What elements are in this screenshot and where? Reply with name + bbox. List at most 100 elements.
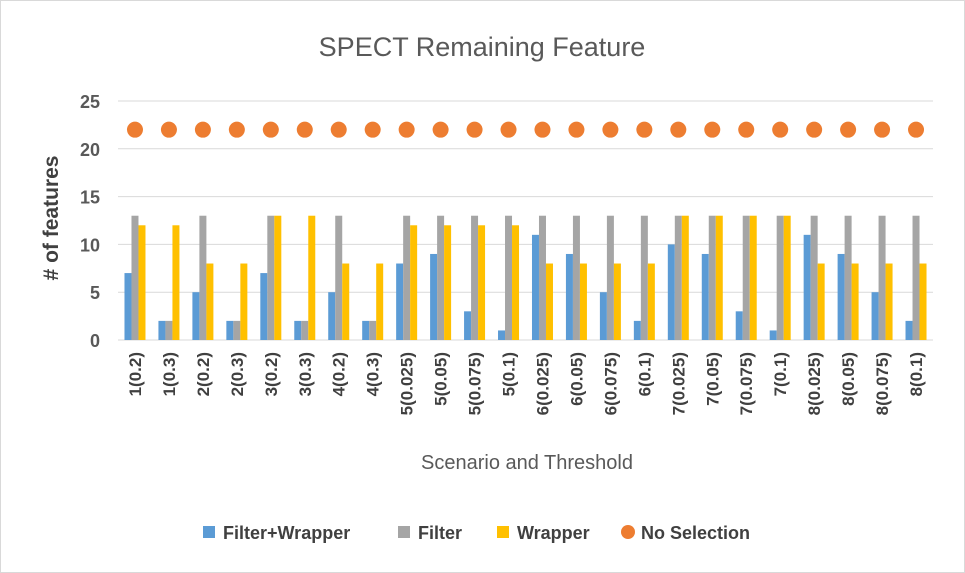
x-tick-label: 5(0.025): [398, 352, 417, 415]
bar-wrapper: [783, 215, 791, 340]
bar-filter-wrapper: [260, 273, 268, 340]
x-tick-label: 3(0.2): [262, 352, 281, 396]
bar-filter: [572, 215, 580, 340]
bar-filter-wrapper: [362, 320, 370, 340]
no-selection-marker: [398, 121, 415, 138]
x-tick-label: 8(0.075): [873, 352, 892, 415]
x-tick-label: 8(0.1): [907, 352, 926, 396]
bar-wrapper: [206, 263, 214, 340]
bar-filter: [606, 215, 614, 340]
no-selection-marker: [874, 121, 891, 138]
bar-wrapper: [342, 263, 350, 340]
bar-filter-wrapper: [328, 292, 336, 340]
bar-filter-wrapper: [396, 263, 404, 340]
no-selection-marker: [228, 121, 245, 138]
x-tick-label: 1(0.3): [160, 352, 179, 396]
bar-wrapper: [274, 215, 282, 340]
bar-filter-wrapper: [498, 330, 506, 340]
x-tick-label: 6(0.1): [635, 352, 654, 396]
legend-label: No Selection: [641, 523, 750, 543]
x-tick-labels: 1(0.2) 1(0.3) 2(0.2) 2(0.3) 3(0.2) 3(0.3) 4(0.…: [126, 352, 926, 415]
bar-wrapper: [172, 225, 180, 340]
bar-filter: [844, 215, 852, 340]
no-selection-markers: [126, 121, 925, 138]
x-tick-label: 7(0.075): [737, 352, 756, 415]
bar-wrapper: [851, 263, 859, 340]
bar-filter-wrapper: [735, 311, 743, 340]
x-tick-label: 2(0.2): [194, 352, 213, 396]
x-tick-label: 7(0.1): [771, 352, 790, 396]
x-tick-label: 5(0.1): [500, 352, 519, 396]
bar-filter: [878, 215, 886, 340]
x-tick-label: 4(0.3): [364, 352, 383, 396]
bar-filter-wrapper: [192, 292, 200, 340]
legend: Filter+Wrapper Filter Wrapper No Selection: [203, 523, 750, 543]
bar-filter: [471, 215, 479, 340]
bar-filter-wrapper: [905, 320, 913, 340]
bar-filter-wrapper: [294, 320, 302, 340]
bar-filter: [369, 320, 377, 340]
bar-filter: [776, 215, 784, 340]
x-tick-label: 2(0.3): [228, 352, 247, 396]
no-selection-marker: [738, 121, 755, 138]
x-tick-label: 7(0.025): [669, 352, 688, 415]
bar-wrapper: [681, 215, 689, 340]
y-tick-label: 20: [80, 140, 100, 160]
x-tick-label: 7(0.05): [703, 352, 722, 406]
chart-title: SPECT Remaining Feature: [319, 32, 646, 62]
bar-wrapper: [512, 225, 520, 340]
x-tick-label: 6(0.025): [533, 352, 552, 415]
y-tick-labels: 0 5 10 15 20 25: [80, 92, 100, 351]
bar-filter-wrapper: [871, 292, 879, 340]
y-tick-label: 10: [80, 235, 100, 255]
bar-filter-wrapper: [803, 234, 811, 340]
no-selection-marker: [330, 121, 347, 138]
legend-swatch: [497, 526, 509, 538]
x-tick-label: 8(0.05): [839, 352, 858, 406]
legend-label: Filter+Wrapper: [223, 523, 350, 543]
bar-wrapper: [545, 263, 553, 340]
bar-filter-wrapper: [599, 292, 607, 340]
bar-filter: [708, 215, 716, 340]
x-tick-label: 6(0.075): [601, 352, 620, 415]
legend-swatch: [621, 525, 635, 539]
no-selection-marker: [806, 121, 823, 138]
bar-wrapper: [749, 215, 757, 340]
bar-filter: [437, 215, 445, 340]
bar-filter-wrapper: [430, 253, 438, 340]
no-selection-marker: [364, 121, 381, 138]
bar-filter-wrapper: [633, 320, 641, 340]
no-selection-marker: [534, 121, 551, 138]
bar-filter-wrapper: [158, 320, 166, 340]
y-tick-label: 0: [90, 331, 100, 351]
no-selection-marker: [602, 121, 619, 138]
bar-filter-wrapper: [837, 253, 845, 340]
x-tick-label: 5(0.05): [432, 352, 451, 406]
no-selection-marker: [568, 121, 585, 138]
bar-filter: [674, 215, 682, 340]
bar-wrapper: [715, 215, 723, 340]
no-selection-marker: [466, 121, 483, 138]
bar-filter-wrapper: [464, 311, 472, 340]
no-selection-marker: [160, 121, 177, 138]
no-selection-marker: [840, 121, 857, 138]
bar-filter: [742, 215, 750, 340]
bar-wrapper: [613, 263, 621, 340]
bar-wrapper: [885, 263, 893, 340]
no-selection-marker: [500, 121, 517, 138]
bar-filter-wrapper: [124, 273, 132, 340]
y-tick-label: 15: [80, 188, 100, 208]
legend-label: Wrapper: [517, 523, 590, 543]
bar-wrapper: [478, 225, 486, 340]
x-tick-label: 8(0.025): [805, 352, 824, 415]
bar-filter: [301, 320, 309, 340]
no-selection-marker: [194, 121, 211, 138]
bar-filter: [131, 215, 139, 340]
no-selection-marker: [126, 121, 143, 138]
bar-filter: [165, 320, 173, 340]
bar-filter: [538, 215, 546, 340]
x-axis-label: Scenario and Threshold: [421, 452, 633, 474]
y-tick-label: 25: [80, 92, 100, 112]
legend-label: Filter: [418, 523, 462, 543]
